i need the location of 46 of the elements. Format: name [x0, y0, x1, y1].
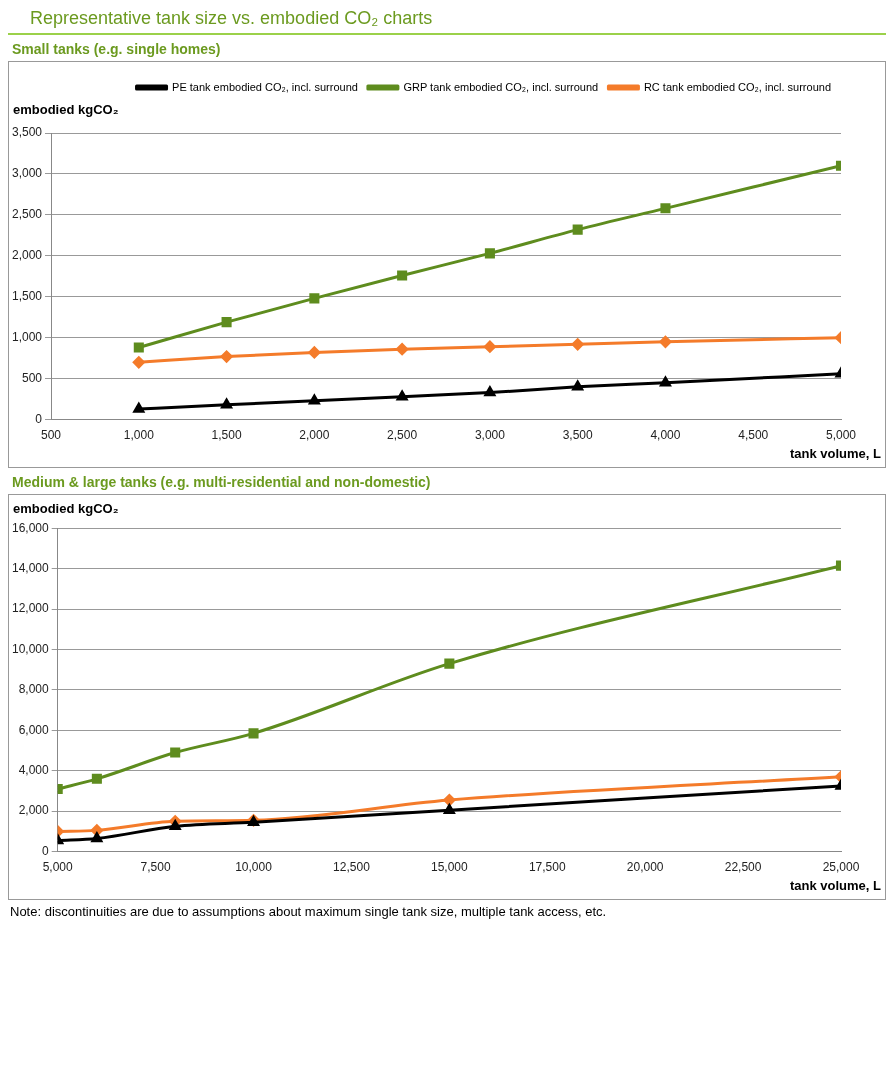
y-tick-label: 1,000 [12, 330, 43, 345]
x-tick-label: 25,000 [822, 860, 860, 875]
y-axis-title: embodied kgCO₂ [12, 500, 120, 518]
y-tick-label: 12,000 [12, 601, 50, 616]
x-tick-label: 5,000 [42, 860, 74, 875]
y-tick-label: 2,000 [12, 248, 43, 263]
chart-title: Medium & large tanks (e.g. multi-residential and non-domestic) [11, 473, 432, 492]
x-tick-label: 3,000 [474, 428, 506, 443]
y-tick-label: 0 [42, 843, 50, 858]
y-tick-label: 3,500 [12, 125, 43, 140]
x-tick-label: 1,000 [123, 428, 155, 443]
x-tick-label: 2,500 [387, 428, 418, 443]
legend-label: RC tank embodied CO₂, incl. surround [643, 80, 831, 93]
y-tick-label: 500 [22, 370, 43, 385]
y-tick-label: 3,000 [12, 166, 43, 181]
x-tick-label: 20,000 [626, 860, 664, 875]
legend-label: PE tank embodied CO₂, incl. surround [172, 80, 358, 93]
x-tick-label: 7,500 [140, 860, 171, 875]
y-tick-label: 6,000 [18, 722, 50, 737]
x-tick-label: 5,000 [825, 428, 857, 443]
y-axis-title: embodied kgCO₂ [13, 102, 119, 117]
x-tick-label: 15,000 [431, 860, 469, 875]
x-axis-title: tank volume, L [788, 878, 882, 893]
y-tick-label: 10,000 [12, 641, 50, 656]
y-tick-label: 2,500 [12, 207, 43, 222]
x-tick-label: 22,500 [724, 860, 762, 875]
x-tick-label: 17,500 [528, 860, 566, 875]
chart-title: Representative tank size vs. embodied CO₂ charts [8, 8, 886, 35]
y-tick-label: 4,000 [18, 763, 50, 778]
y-tick-label: 0 [35, 411, 43, 426]
x-axis-title: tank volume, L [788, 446, 882, 461]
x-tick-label: 4,500 [738, 428, 769, 443]
y-tick-label: 2,000 [18, 803, 50, 818]
x-tick-label: 12,500 [333, 860, 371, 875]
x-tick-label: 2,000 [299, 428, 330, 443]
legend-label: GRP tank embodied CO₂, incl. surround [403, 80, 599, 93]
text: Note: discontinuities are due to assumptions about maximum single tank size, multiple tank access, etc. [9, 903, 608, 921]
chart-subtitle: Small tanks (e.g. single homes) [11, 40, 222, 59]
x-tick-label: 1,500 [211, 428, 242, 443]
y-tick-label: 1,500 [12, 289, 43, 304]
y-tick-label: 14,000 [12, 560, 50, 575]
y-tick-label: 8,000 [18, 682, 50, 697]
x-tick-label: 10,000 [235, 860, 273, 875]
x-tick-label: 4,000 [650, 428, 681, 443]
y-tick-label: 16,000 [12, 520, 50, 535]
x-tick-label: 3,500 [562, 428, 594, 443]
